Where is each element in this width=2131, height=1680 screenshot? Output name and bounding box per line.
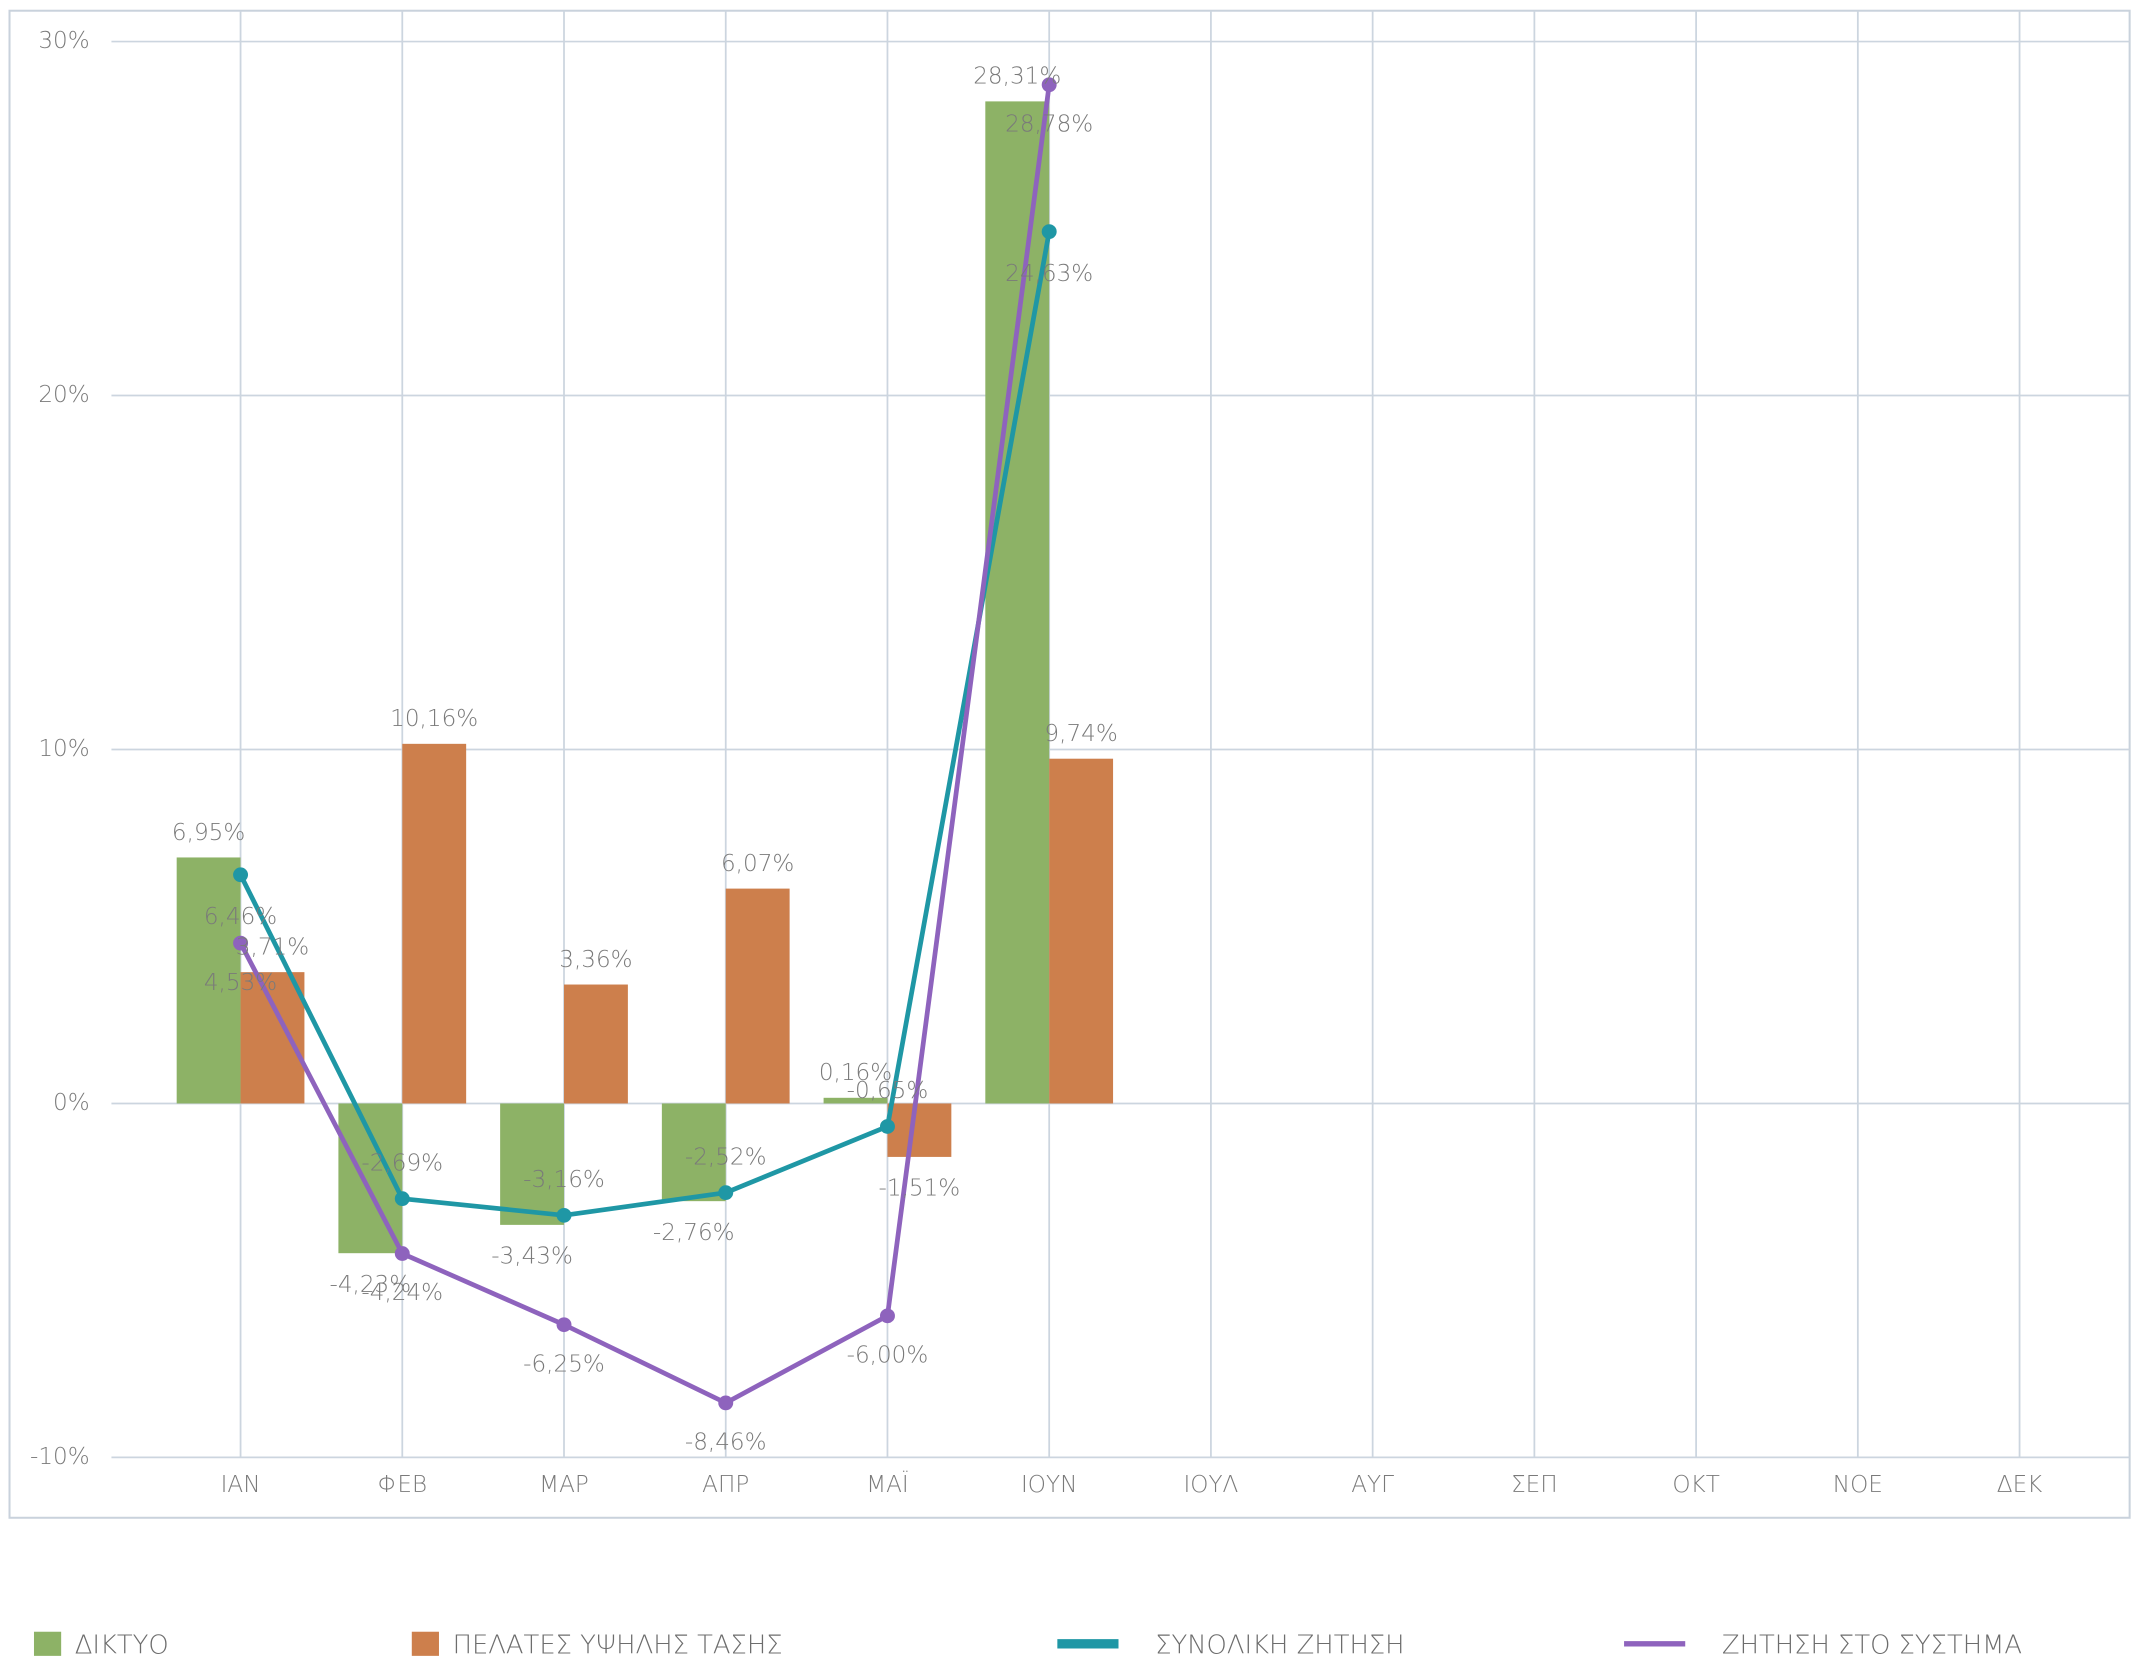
data-label: 6,07% (721, 851, 794, 877)
line-point (394, 1191, 410, 1207)
data-label: 0,16% (819, 1060, 892, 1086)
data-label: 10,16% (390, 706, 478, 732)
data-label: 28,31% (973, 64, 1061, 90)
legend-label: ΣΥΝΟΛΙΚΗ ΖΗΤΗΣΗ (1155, 1631, 1404, 1661)
legend-swatch (411, 1631, 439, 1656)
line-point (718, 1185, 734, 1201)
y-tick-label: -10% (30, 1444, 90, 1470)
data-label: -3,43% (491, 1244, 573, 1270)
line-point (718, 1395, 734, 1411)
data-label: -8,46% (685, 1430, 767, 1456)
bar (240, 972, 305, 1104)
x-tick-label: ΑΠΡ (702, 1472, 749, 1498)
data-label: 24,63% (1005, 261, 1093, 287)
bar (1049, 758, 1114, 1104)
bar (661, 1103, 726, 1202)
data-label: 3,36% (559, 947, 632, 973)
bar (725, 888, 790, 1104)
y-tick-label: 10% (38, 736, 89, 762)
legend-label: ΔΙΚΤΥΟ (75, 1631, 169, 1661)
x-tick-label: ΜΑΪ (866, 1470, 909, 1498)
chart-border (8, 9, 2131, 1519)
y-tick-label: 30% (38, 28, 89, 54)
line-point (394, 1246, 410, 1261)
x-tick-label: ΑΥΓ (1351, 1472, 1394, 1498)
data-label: -2,69% (361, 1150, 443, 1176)
x-tick-label: ΟΚΤ (1672, 1472, 1719, 1498)
data-label: -6,00% (847, 1343, 929, 1369)
line-point (233, 935, 249, 951)
x-tick-label: ΙΟΥΛ (1183, 1472, 1238, 1498)
bar (887, 1103, 952, 1157)
bar (176, 857, 241, 1104)
data-label: 3,71% (236, 935, 309, 961)
data-label: -4,24% (361, 1280, 443, 1306)
line (238, 231, 1052, 1218)
legend-label: ΠΕΛΑΤΕΣ ΥΨΗΛΗΣ ΤΑΣΗΣ (453, 1631, 783, 1661)
line-point (1041, 77, 1057, 93)
x-tick-label: ΦΕΒ (377, 1472, 427, 1498)
line (238, 84, 1052, 1406)
x-tick-label: ΔΕΚ (1997, 1472, 2043, 1498)
line-point (233, 867, 249, 883)
y-tick-label: 20% (38, 382, 89, 408)
x-tick-label: ΙΟΥΝ (1021, 1472, 1077, 1498)
data-label: 28,78% (1005, 112, 1093, 138)
x-tick-label: ΙΑΝ (221, 1472, 261, 1498)
line-point (1041, 224, 1057, 240)
bar (823, 1097, 888, 1104)
y-tick-label: 0% (53, 1090, 90, 1116)
line-point (556, 1317, 572, 1333)
bar (564, 984, 628, 1104)
bar (402, 743, 467, 1104)
x-tick-label: ΜΑΡ (539, 1472, 589, 1498)
line-point (879, 1308, 895, 1324)
data-label: -6,25% (523, 1352, 605, 1378)
bar (500, 1103, 565, 1225)
bar (985, 101, 1050, 1104)
data-label: -2,76% (653, 1220, 735, 1246)
data-label: 4,53% (204, 970, 277, 996)
legend-swatch (33, 1631, 62, 1656)
line-point (556, 1207, 572, 1223)
x-tick-label: ΣΕΠ (1511, 1472, 1558, 1498)
data-label: 9,74% (1044, 721, 1117, 747)
data-label: -4,23% (329, 1272, 411, 1298)
data-label: -1,51% (879, 1176, 961, 1202)
data-label: 6,95% (172, 820, 245, 846)
data-label: -3,16% (523, 1167, 605, 1193)
data-label: 6,46% (204, 904, 277, 930)
legend-label: ΖΗΤΗΣΗ ΣΤΟ ΣΥΣΤΗΜΑ (1722, 1631, 2022, 1661)
line-point (879, 1119, 895, 1134)
data-label: -2,52% (685, 1144, 767, 1170)
data-label: -0,65% (847, 1078, 929, 1104)
x-tick-label: ΝΟΕ (1833, 1472, 1883, 1498)
